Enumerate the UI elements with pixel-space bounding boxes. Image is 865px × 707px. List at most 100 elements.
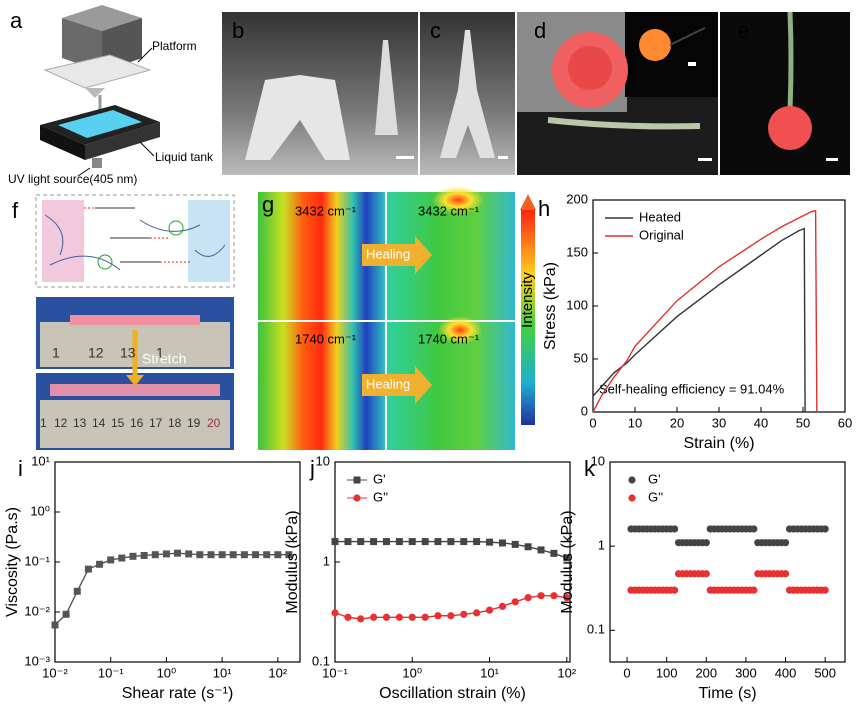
data-point: [498, 602, 507, 610]
data-point: [331, 609, 339, 617]
x-tick-label: 10: [628, 415, 642, 430]
panel-label: j: [309, 456, 315, 481]
photo-b: b: [222, 12, 418, 175]
data-point: [447, 538, 455, 546]
x-axis-label: Shear rate (s⁻¹): [122, 685, 234, 702]
data-point: [129, 552, 137, 560]
x-tick-label: 10¹: [213, 665, 232, 680]
data-point: [357, 615, 365, 623]
legend-label: G'': [373, 489, 388, 504]
ruler-number: 19: [187, 416, 201, 430]
plot-frame: [609, 461, 846, 663]
y-tick-label: 10⁻¹: [24, 553, 50, 568]
y-tick-label: 0.1: [312, 653, 330, 668]
panel-label: b: [232, 18, 244, 43]
panel-label: h: [538, 196, 550, 221]
legend-label: G': [373, 471, 386, 486]
healing-label: Healing: [366, 376, 410, 391]
plot-frame: [592, 199, 846, 413]
x-tick-label: 10⁰: [402, 665, 422, 680]
data-point: [229, 551, 237, 559]
data-point: [434, 612, 442, 620]
x-tick-label: 30: [712, 415, 726, 430]
panel-label: k: [584, 456, 596, 481]
data-point: [550, 592, 558, 600]
legend-marker: [353, 476, 361, 484]
y-tick-label: 200: [566, 191, 588, 206]
data-point: [821, 525, 829, 533]
data-point: [140, 551, 148, 559]
data-point: [550, 549, 558, 557]
ruler-number: 12: [54, 416, 68, 430]
data-point: [750, 525, 758, 533]
data-point: [207, 551, 215, 559]
panel-a: a Platform Liquid tank UV light source(4…: [8, 5, 214, 186]
peak-label: 3432 cm⁻¹: [418, 203, 480, 218]
data-point: [274, 551, 282, 559]
data-point: [252, 551, 260, 559]
x-tick-label: 10⁻¹: [98, 665, 124, 680]
data-point: [395, 613, 403, 621]
data-point: [702, 539, 710, 547]
data-point: [344, 538, 352, 546]
data-point: [240, 551, 248, 559]
x-tick-label: 200: [695, 665, 717, 680]
data-point: [84, 565, 92, 573]
data-point: [96, 560, 104, 568]
y-axis-label: Modulus (kPa): [284, 510, 301, 613]
plot-frame: [334, 461, 571, 663]
ruler-number: 13: [73, 416, 87, 430]
series-line: [592, 209, 818, 413]
plot-frame: [54, 461, 301, 663]
panel-label: e: [737, 18, 749, 43]
data-point: [460, 538, 468, 546]
peak-label: 1740 cm⁻¹: [418, 331, 480, 346]
legend-label: Heated: [639, 209, 681, 224]
data-point: [486, 538, 494, 546]
colorbar-label: Intensity: [519, 272, 536, 328]
ruler-number: 14: [92, 416, 106, 430]
data-point: [781, 539, 790, 547]
y-axis-label: Modulus (kPa): [559, 510, 576, 613]
label: UV light source(405 nm): [8, 172, 137, 186]
photo-e: e: [720, 11, 850, 175]
x-axis-label: Time (s): [698, 685, 756, 702]
legend-marker: [353, 494, 361, 502]
data-point: [218, 551, 226, 559]
data-point: [151, 551, 159, 559]
data-point: [434, 538, 442, 546]
x-tick-label: 0: [623, 665, 630, 680]
y-tick-label: 1: [598, 538, 605, 553]
y-tick-label: 0.1: [587, 622, 605, 637]
data-point: [331, 538, 339, 546]
panel-label: d: [534, 18, 546, 43]
x-axis-label: Oscillation strain (%): [379, 685, 526, 702]
x-tick-label: 10²: [557, 665, 576, 680]
y-tick-label: 10⁻³: [24, 653, 50, 668]
x-tick-label: 60: [838, 415, 852, 430]
x-tick-label: 10²: [268, 665, 287, 680]
y-tick-label: 1: [323, 553, 330, 568]
y-tick-label: 50: [574, 350, 588, 365]
panel-f: f 1 12 13 1 Stretch 1 12 13 14 15 16 17 …: [12, 194, 235, 450]
data-point: [563, 554, 571, 562]
data-point: [537, 546, 545, 554]
data-point: [750, 586, 758, 594]
x-tick-label: 40: [754, 415, 768, 430]
data-point: [524, 543, 532, 551]
panel-label: c: [430, 18, 441, 43]
data-point: [511, 598, 519, 606]
x-tick-label: 500: [814, 665, 836, 680]
label: Liquid tank: [155, 150, 214, 164]
photo-d: d: [517, 12, 718, 175]
data-point: [421, 538, 429, 546]
data-point: [781, 570, 790, 578]
data-point: [285, 551, 293, 559]
y-tick-label: 10: [316, 453, 330, 468]
data-point: [162, 550, 170, 558]
data-point: [421, 613, 429, 621]
data-point: [537, 592, 545, 600]
y-axis-label: Viscosity (Pa.s): [4, 507, 21, 617]
data-point: [408, 613, 416, 621]
data-point: [383, 538, 390, 546]
